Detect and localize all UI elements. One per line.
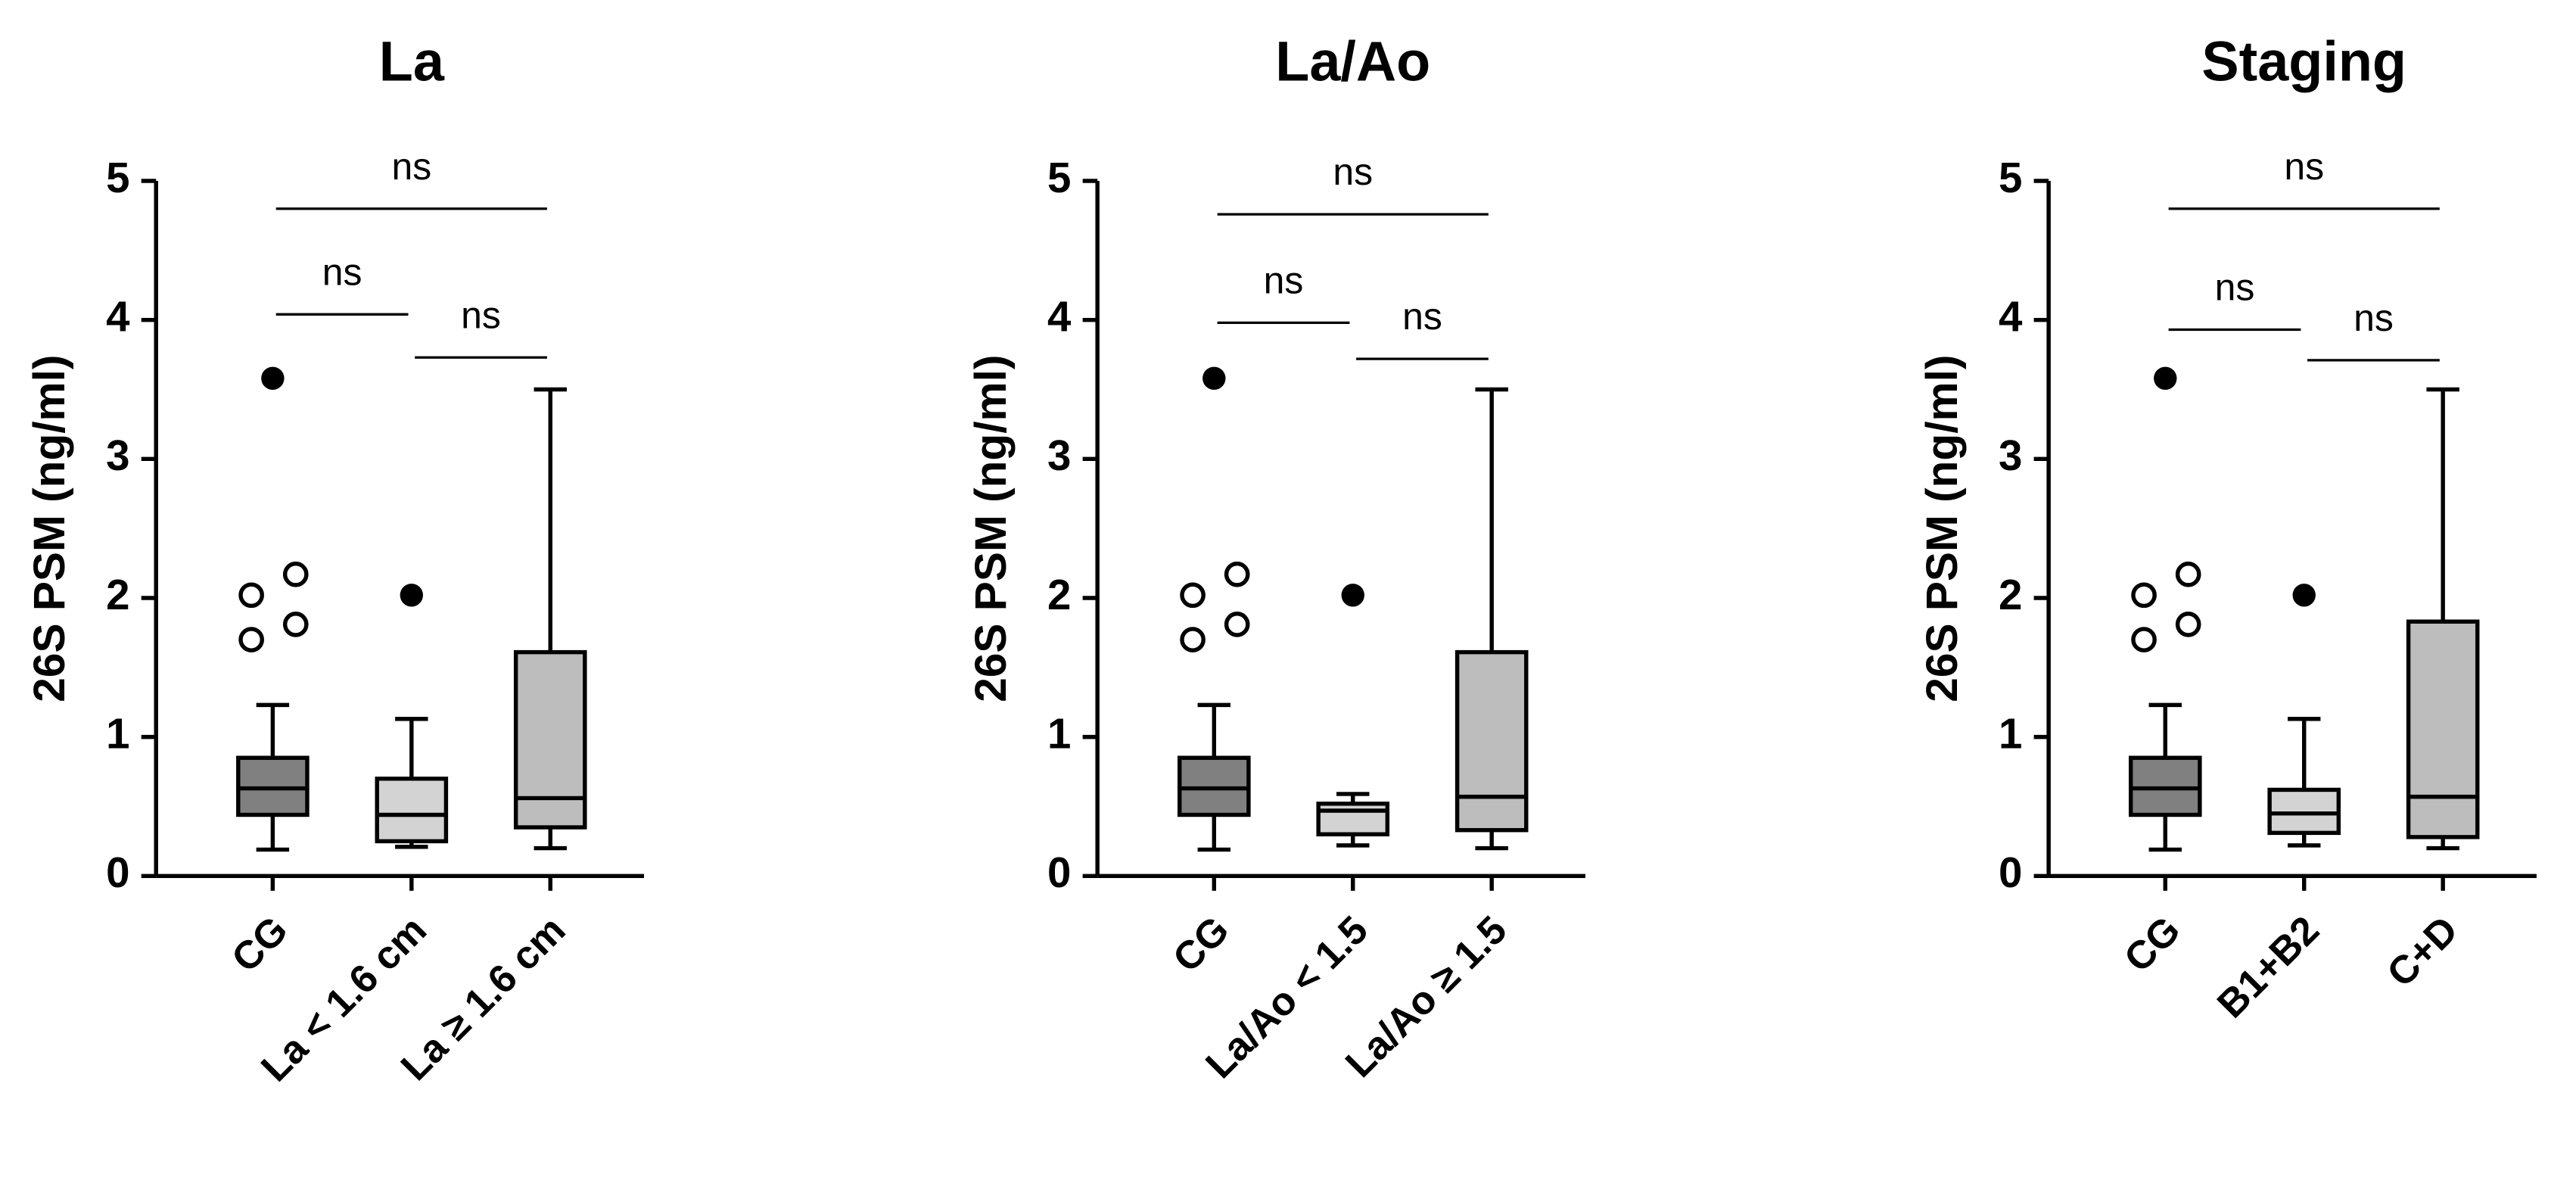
extreme bbox=[2292, 584, 2316, 607]
x-tick-label: CG bbox=[2116, 908, 2189, 981]
box bbox=[375, 777, 449, 844]
y-tick-label: 0 bbox=[1999, 849, 2022, 896]
box bbox=[1178, 755, 1251, 817]
significance-label: ns bbox=[461, 294, 501, 336]
y-tick-label: 0 bbox=[1047, 849, 1071, 896]
y-axis-label: 26S PSM (ng/ml) bbox=[1918, 355, 1967, 702]
box bbox=[1316, 802, 1390, 836]
outlier bbox=[2131, 627, 2157, 652]
box bbox=[513, 649, 587, 830]
outlier bbox=[2175, 612, 2201, 637]
x-tick-label: CG bbox=[223, 908, 296, 981]
chart-title: La bbox=[379, 30, 445, 93]
y-tick-label: 1 bbox=[1047, 710, 1071, 758]
box bbox=[2267, 787, 2341, 836]
chart-title: La/Ao bbox=[1275, 30, 1430, 93]
y-tick-label: 5 bbox=[1999, 154, 2022, 201]
y-axis-label: 26S PSM (ng/ml) bbox=[966, 355, 1016, 702]
x-tick-label: B1+B2 bbox=[2209, 908, 2328, 1027]
y-tick-label: 5 bbox=[1047, 154, 1071, 201]
significance-label: ns bbox=[2215, 266, 2255, 309]
chart-title: Staging bbox=[2201, 30, 2406, 93]
significance-label: ns bbox=[1402, 295, 1442, 338]
y-tick-label: 3 bbox=[106, 431, 129, 479]
outlier bbox=[282, 612, 309, 637]
extreme bbox=[2154, 366, 2177, 390]
panel: Staging 26S PSM (ng/ml) 0 1 2 3 4 5 CG B1+B2 C+D ns… bbox=[1918, 30, 2537, 1027]
y-axis-label: 26S PSM (ng/ml) bbox=[25, 355, 74, 702]
significance-label: ns bbox=[2354, 297, 2394, 339]
significance-label: ns bbox=[322, 251, 362, 293]
box bbox=[2128, 755, 2202, 817]
y-tick-label: 3 bbox=[1047, 431, 1071, 479]
y-tick-label: 1 bbox=[106, 710, 129, 758]
y-tick-label: 4 bbox=[1999, 293, 2023, 341]
significance-label: ns bbox=[2284, 145, 2324, 188]
box bbox=[236, 755, 310, 817]
y-tick-label: 5 bbox=[106, 154, 129, 201]
outlier bbox=[1180, 582, 1206, 609]
y-tick-label: 0 bbox=[106, 849, 129, 896]
extreme bbox=[1202, 366, 1226, 390]
outlier bbox=[2131, 582, 2157, 609]
outlier bbox=[1224, 612, 1250, 637]
outlier bbox=[238, 627, 264, 652]
y-tick-label: 2 bbox=[1047, 571, 1071, 618]
outlier bbox=[1224, 561, 1250, 587]
box bbox=[2406, 619, 2480, 839]
y-tick-label: 2 bbox=[106, 571, 129, 618]
extreme bbox=[1341, 584, 1364, 607]
outlier bbox=[238, 582, 264, 609]
outlier bbox=[282, 561, 309, 587]
significance-label: ns bbox=[1264, 259, 1304, 301]
x-tick-label: C+D bbox=[2379, 908, 2467, 996]
extreme bbox=[261, 366, 285, 390]
x-tick-label: CG bbox=[1165, 908, 1237, 981]
y-tick-label: 4 bbox=[1047, 293, 1072, 341]
outlier bbox=[2175, 561, 2201, 587]
y-tick-label: 2 bbox=[1999, 571, 2022, 618]
outlier bbox=[1180, 627, 1206, 652]
extreme bbox=[400, 584, 424, 607]
y-tick-label: 1 bbox=[1999, 710, 2022, 758]
y-tick-label: 3 bbox=[1999, 431, 2022, 479]
box bbox=[1454, 649, 1529, 833]
y-tick-label: 4 bbox=[106, 293, 130, 341]
significance-label: ns bbox=[391, 145, 431, 188]
significance-label: ns bbox=[1333, 151, 1373, 193]
